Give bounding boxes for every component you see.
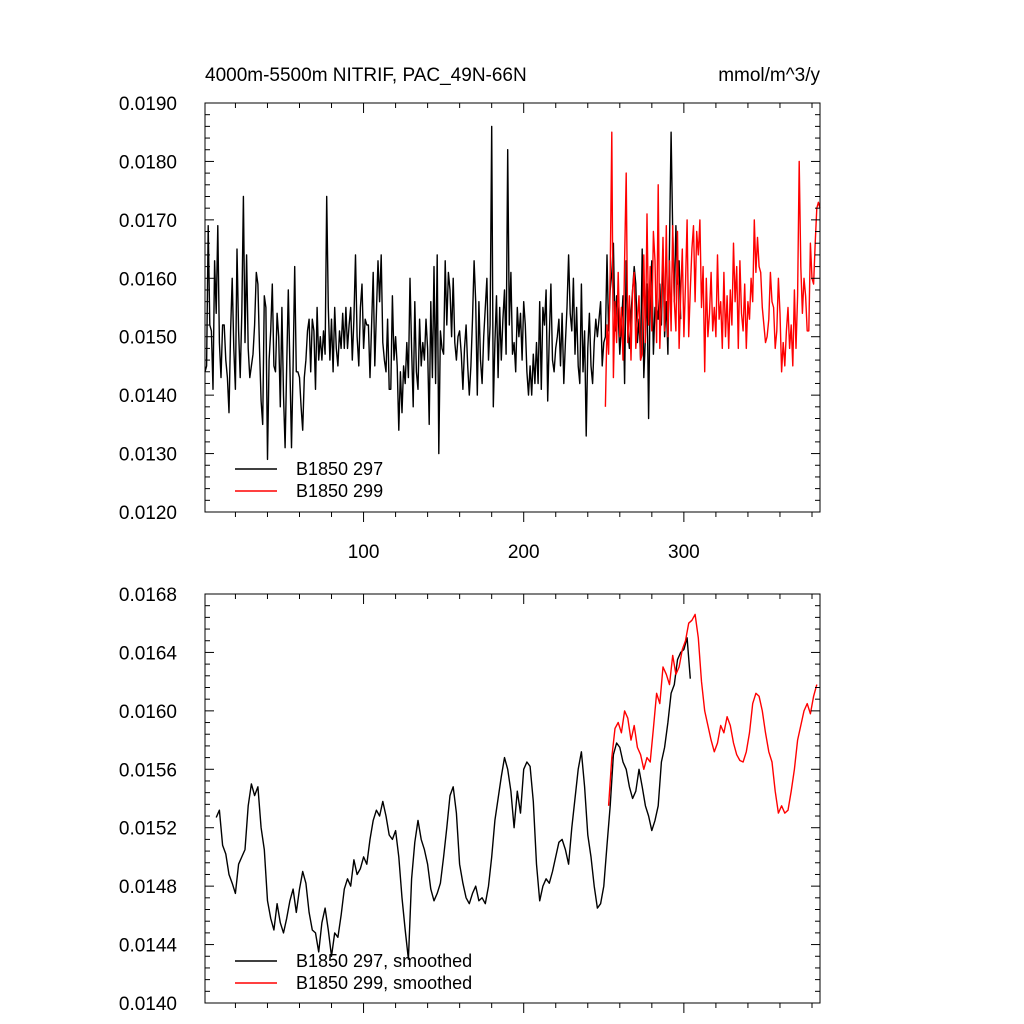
- bottom-y-tick-label: 0.0168: [119, 585, 177, 606]
- top-y-tick-label: 0.0150: [119, 328, 177, 349]
- bottom-series-line-b1850-299: [607, 613, 818, 814]
- top-y-tick-label: 0.0130: [119, 445, 177, 466]
- top-plot-frame: [204, 102, 821, 513]
- top-y-tick-label: 0.0190: [119, 94, 177, 115]
- top-panel-units: mmol/m^3/y: [718, 65, 820, 86]
- top-y-tick-label: 0.0160: [119, 269, 177, 290]
- top-series-line-b1850-297: [204, 125, 682, 461]
- top-legend-label: B1850 297: [296, 459, 383, 479]
- bottom-y-tick-label: 0.0140: [119, 994, 177, 1015]
- bottom-y-tick-label: 0.0148: [119, 877, 177, 898]
- top-y-tick-label: 0.0170: [119, 211, 177, 232]
- bottom-series-line-b1850-297: [215, 637, 691, 960]
- top-x-tick-label: 200: [508, 542, 540, 563]
- top-y-tick-label: 0.0180: [119, 152, 177, 173]
- top-x-tick-label: 300: [668, 542, 700, 563]
- top-legend-label: B1850 299: [296, 481, 383, 501]
- bottom-y-tick-label: 0.0144: [119, 936, 178, 957]
- bottom-panel: 0.0140 0.0144 0.0148 0.0152 0.0156 0.0160 0.01…: [119, 585, 821, 1015]
- top-y-tick-label: 0.0120: [119, 503, 177, 524]
- bottom-legend-label: B1850 299, smoothed: [296, 973, 472, 993]
- top-panel: 4000m-5500m NITRIF, PAC_49N-66N mmol/m^3…: [119, 65, 821, 563]
- bottom-legend-label: B1850 297, smoothed: [296, 951, 472, 971]
- bottom-y-tick-label: 0.0156: [119, 760, 177, 781]
- top-y-tick-label: 0.0140: [119, 386, 177, 407]
- bottom-y-tick-label: 0.0152: [119, 819, 177, 840]
- top-series-line-b1850-299: [604, 131, 821, 407]
- top-x-tick-label: 100: [348, 542, 380, 563]
- bottom-plot-frame: [204, 593, 821, 1004]
- bottom-y-tick-label: 0.0164: [119, 643, 178, 664]
- top-panel-title: 4000m-5500m NITRIF, PAC_49N-66N: [205, 65, 527, 86]
- bottom-y-tick-label: 0.0160: [119, 702, 177, 723]
